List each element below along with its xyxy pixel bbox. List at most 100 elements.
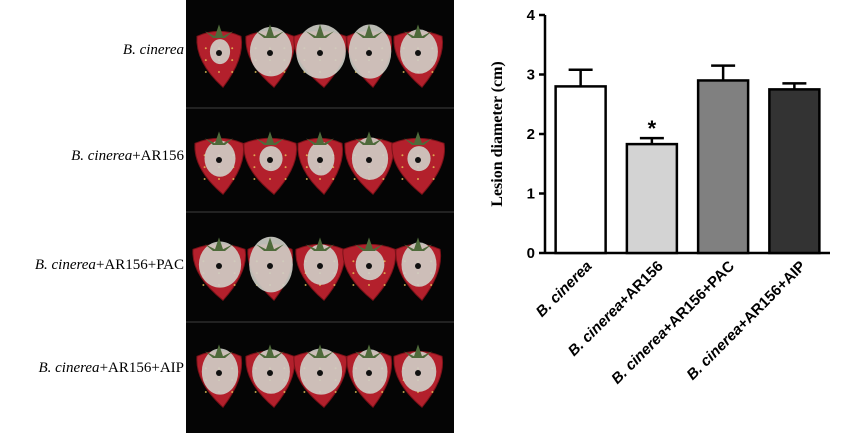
strawberry-seed — [218, 71, 220, 73]
strawberry-seed — [368, 284, 370, 286]
strawberry-seed — [333, 284, 336, 286]
inoculation-hole — [415, 263, 421, 269]
strawberry — [196, 344, 243, 409]
strawberry — [293, 24, 348, 88]
strawberry-seed — [402, 71, 405, 73]
strawberry — [393, 24, 444, 89]
strawberry-seed — [304, 284, 307, 286]
y-tick-label: 2 — [527, 126, 535, 143]
inoculation-hole — [415, 50, 421, 56]
strawberry-seed — [432, 154, 435, 157]
strawberry-seed — [284, 178, 287, 180]
strawberry-seed — [401, 166, 404, 169]
strawberry-seed — [203, 178, 206, 180]
strawberry-seed — [269, 178, 271, 180]
strawberry-calyx — [306, 24, 334, 38]
inoculation-hole — [317, 50, 323, 56]
strawberry-seed — [305, 178, 308, 180]
strawberry-seed — [319, 178, 321, 180]
strawberry-seed — [417, 178, 419, 180]
chart-bars — [554, 64, 821, 255]
strawberry — [295, 237, 346, 302]
strawberry-seed — [284, 166, 287, 169]
strawberry-seed — [352, 260, 355, 263]
strawberry-calyx — [355, 344, 383, 358]
significance-asterisk: * — [648, 116, 657, 141]
strawberry-seed — [204, 391, 207, 393]
strawberry-calyx — [256, 344, 284, 358]
strawberry-seed — [401, 178, 404, 180]
x-tick-label: B. cinerea — [533, 258, 596, 321]
strawberry-calyx — [205, 131, 233, 145]
row-label-suffix: +AR156 — [132, 148, 184, 164]
y-tick-label: 0 — [527, 245, 535, 262]
strawberry-seed — [284, 154, 287, 157]
inoculation-hole — [216, 370, 222, 376]
strawberry — [346, 24, 393, 89]
strawberry-seed — [253, 178, 256, 180]
inoculation-hole — [415, 370, 421, 376]
y-tick-label: 3 — [527, 67, 535, 84]
strawberry-calyx — [205, 344, 233, 358]
strawberry-seed — [354, 391, 357, 393]
strawberry-seed — [204, 47, 207, 50]
strawberry-calyx — [404, 344, 432, 358]
inoculation-hole — [366, 50, 372, 56]
strawberry — [194, 131, 245, 196]
strawberry-seed — [231, 391, 234, 393]
strawberry-seed — [203, 166, 206, 169]
strawberry — [293, 344, 348, 408]
strawberry-seed — [402, 391, 405, 393]
strawberry-calyx — [306, 237, 334, 251]
strawberry-seed — [253, 154, 256, 157]
strawberry-calyx — [355, 237, 383, 251]
inoculation-hole — [366, 263, 372, 269]
strawberry-calyx — [256, 237, 284, 251]
x-tick-label-pathogen: B. cinerea — [683, 321, 746, 384]
inoculation-hole — [317, 157, 323, 163]
strawberry-seed — [352, 272, 355, 275]
y-tick-label: 4 — [527, 7, 536, 24]
inoculation-hole — [267, 157, 273, 163]
row-label-pathogen: B. cinerea — [34, 257, 96, 273]
strawberry — [243, 131, 298, 195]
strawberry-grid — [186, 24, 454, 409]
strawberry-seed — [383, 260, 386, 263]
x-tick-label-suffix: +AR156+PAC — [659, 258, 738, 337]
strawberry-seed — [283, 71, 286, 73]
strawberry-seed — [432, 178, 435, 180]
strawberry-seed — [231, 59, 234, 62]
bar-chart: 0 1 2 3 4 Lesion diameter (cm) B. cinerea * B. … — [489, 7, 830, 388]
strawberry-calyx — [205, 237, 233, 251]
bar — [554, 85, 607, 255]
row-label-4: B. cinerea+AR156+AIP — [0, 360, 184, 377]
bar — [768, 88, 821, 255]
inoculation-hole — [366, 370, 372, 376]
row-label-suffix: +AR156+PAC — [95, 257, 184, 273]
inoculation-hole — [267, 263, 273, 269]
row-label-1: B. cinerea — [0, 42, 184, 59]
strawberry-seed — [403, 284, 406, 286]
strawberry-seed — [401, 154, 404, 157]
strawberry — [245, 24, 296, 89]
x-tick-label: B. cinerea+AR156+AIP — [683, 258, 809, 384]
strawberry-seed — [231, 71, 234, 73]
strawberry — [344, 131, 395, 196]
strawberry-seed — [303, 391, 306, 393]
strawberry-seed — [254, 71, 257, 73]
row-label-3: B. cinerea+AR156+PAC — [0, 257, 184, 274]
strawberry-seed — [204, 71, 207, 73]
strawberry — [346, 344, 393, 409]
strawberry-calyx — [256, 131, 284, 145]
strawberry-seed — [381, 391, 384, 393]
strawberry-seed — [382, 178, 385, 180]
strawberry-seed — [218, 178, 220, 180]
strawberry-calyx — [306, 131, 334, 145]
strawberry-seed — [305, 166, 308, 169]
strawberry — [391, 131, 446, 195]
strawberry-seed — [232, 178, 235, 180]
x-tick-label-pathogen: B. cinerea — [565, 297, 628, 360]
strawberry — [395, 237, 442, 302]
strawberry-seed — [334, 391, 337, 393]
strawberry-seed — [204, 59, 207, 62]
